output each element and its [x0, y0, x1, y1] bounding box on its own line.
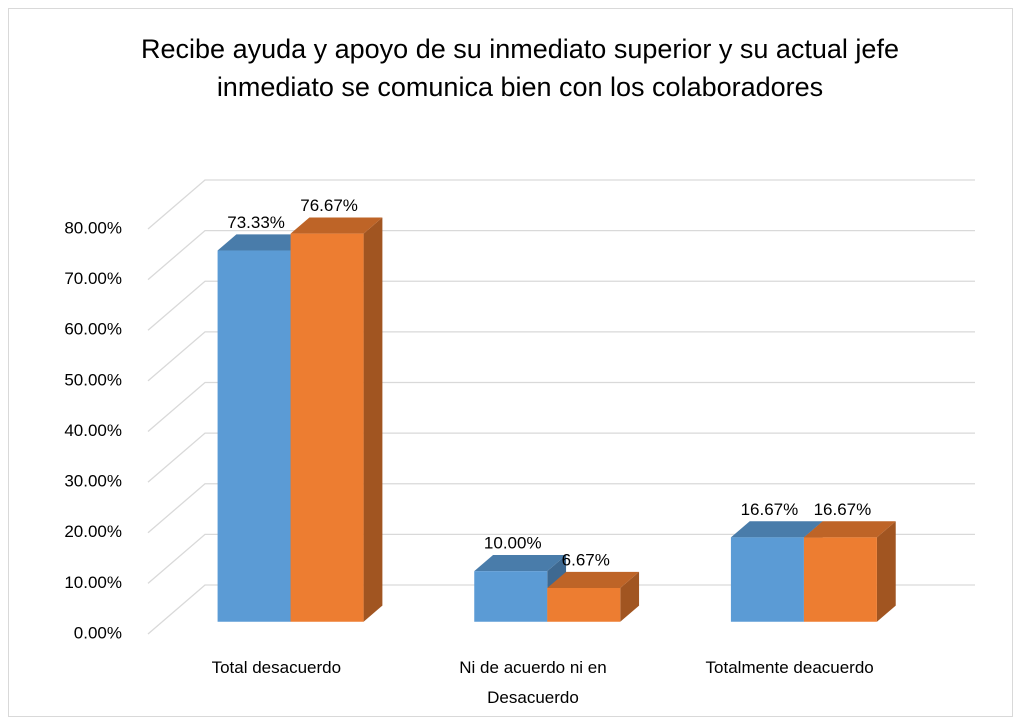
y-tick-label: 60.00%: [64, 320, 122, 339]
x-tick-label: Totalmente deacuerdo: [705, 658, 874, 677]
y-tick-label: 70.00%: [64, 269, 122, 288]
bar-top: [217, 234, 310, 251]
y-tick-label: 30.00%: [64, 472, 122, 491]
bar: [547, 587, 621, 622]
y-tick-label: 80.00%: [64, 218, 122, 237]
grid-line: [147, 331, 975, 382]
grid-line: [147, 533, 975, 584]
bar-top: [474, 554, 567, 572]
data-label: 10.00%: [484, 534, 542, 553]
data-label: 16.67%: [741, 500, 799, 519]
bar-side: [876, 521, 896, 622]
x-tick-label: Ni de acuerdo ni en Desacuerdo: [459, 658, 607, 707]
x-tick-label: Total desacuerdo: [211, 658, 342, 677]
y-tick-label: 50.00%: [64, 370, 122, 389]
grid-line: [147, 483, 975, 534]
grid-line: [147, 432, 975, 483]
grid-line: [147, 229, 975, 281]
y-tick-label: 40.00%: [64, 421, 122, 440]
data-label: 76.67%: [300, 196, 358, 215]
bar: [290, 233, 364, 622]
grid-line: [147, 280, 975, 331]
data-label: 6.67%: [562, 550, 610, 569]
bar: [803, 537, 877, 622]
bar: [217, 250, 291, 622]
bar-side: [363, 217, 383, 622]
bar-top: [803, 521, 896, 538]
bar-top: [547, 571, 640, 588]
data-label: 16.67%: [814, 500, 872, 519]
bar: [474, 571, 548, 622]
y-tick-label: 10.00%: [64, 573, 122, 592]
grid-line: [147, 584, 975, 635]
bar-top: [290, 217, 383, 234]
data-label: 73.33%: [227, 213, 285, 232]
grid-line: [147, 381, 975, 432]
y-tick-label: 20.00%: [64, 522, 122, 541]
bar: [730, 537, 804, 622]
y-tick-label: 0.00%: [74, 623, 122, 642]
bar-top: [730, 521, 823, 538]
chart-title: Recibe ayuda y apoyo de su inmediato sup…: [141, 34, 899, 102]
grid-line: [147, 179, 975, 230]
bar-side: [620, 571, 640, 622]
